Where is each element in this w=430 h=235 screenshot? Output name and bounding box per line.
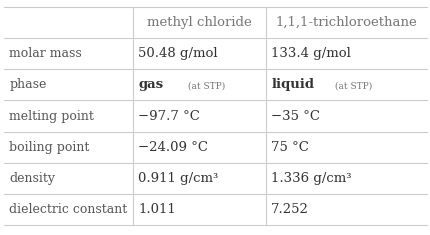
Text: gas: gas [138,78,163,91]
Text: 1.011: 1.011 [138,203,175,216]
Text: −35 °C: −35 °C [271,110,319,122]
Text: molar mass: molar mass [9,47,82,60]
Text: (at STP): (at STP) [184,81,224,90]
Text: 1,1,1-trichloroethane: 1,1,1-trichloroethane [275,16,416,29]
Text: melting point: melting point [9,110,94,122]
Text: phase: phase [9,78,47,91]
Text: −24.09 °C: −24.09 °C [138,141,208,154]
Text: 1.336 g/cm³: 1.336 g/cm³ [271,172,351,185]
Text: boiling point: boiling point [9,141,89,154]
Text: methyl chloride: methyl chloride [147,16,252,29]
Text: 7.252: 7.252 [271,203,308,216]
Text: −97.7 °C: −97.7 °C [138,110,200,122]
Text: 75 °C: 75 °C [271,141,308,154]
Text: 50.48 g/mol: 50.48 g/mol [138,47,218,60]
Text: (at STP): (at STP) [332,81,372,90]
Text: 133.4 g/mol: 133.4 g/mol [271,47,350,60]
Text: dielectric constant: dielectric constant [9,203,127,216]
Text: 0.911 g/cm³: 0.911 g/cm³ [138,172,218,185]
Text: liquid: liquid [271,78,313,91]
Text: density: density [9,172,55,185]
